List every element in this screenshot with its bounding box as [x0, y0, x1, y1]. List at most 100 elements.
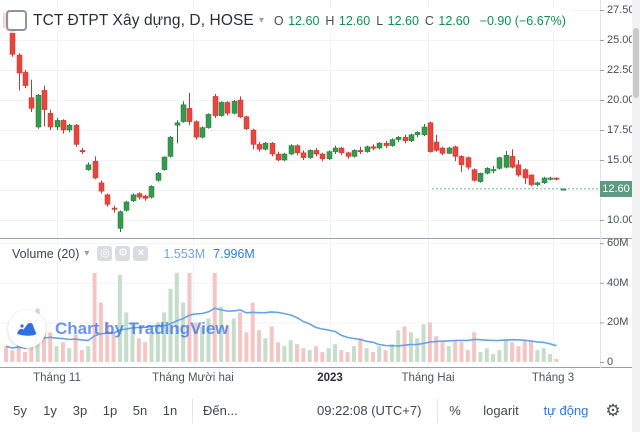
volume-bar: [73, 334, 78, 362]
volume-ma-value: 7.996M: [213, 246, 255, 261]
candle-body: [452, 146, 459, 157]
axis-label: 60M: [607, 237, 629, 250]
candle-body: [288, 145, 295, 155]
chevron-down-icon[interactable]: [259, 15, 264, 26]
watermark-text[interactable]: Chart by TradingView: [55, 319, 229, 338]
candle-body: [47, 112, 54, 128]
candle-body: [66, 124, 73, 131]
volume-bar: [92, 272, 97, 362]
volume-bar: [219, 306, 224, 362]
change-value: −0.90 (−6.67%): [479, 13, 566, 28]
range-button-3p[interactable]: 3p: [72, 403, 88, 418]
volume-bar: [155, 322, 160, 362]
candle-body: [522, 169, 529, 179]
scrollbar-thumb[interactable]: [633, 28, 639, 98]
low-label: L: [376, 13, 384, 28]
volume-bar: [257, 330, 262, 362]
symbol-title[interactable]: TCT ĐTPT Xây dựng, D, HOSE: [33, 11, 254, 29]
candle-body: [458, 156, 465, 166]
volume-bar: [238, 312, 243, 362]
candle-body: [421, 126, 428, 136]
candle-body: [446, 147, 453, 154]
volume-value: 1.553M: [163, 246, 206, 261]
tradingview-logo[interactable]: [8, 310, 46, 348]
candle-body: [490, 169, 497, 172]
volume-bar: [181, 302, 186, 362]
volume-bar: [548, 354, 553, 362]
auto-scale-button[interactable]: tự động: [543, 403, 589, 418]
range-button-5n[interactable]: 5n: [132, 403, 148, 418]
candle-body: [414, 132, 421, 136]
volume-bar: [351, 346, 356, 362]
candle-body: [167, 136, 174, 157]
candle-body: [338, 147, 345, 154]
candle-body: [22, 72, 29, 86]
last-price-badge: 12.60: [600, 181, 632, 197]
volume-bar: [320, 352, 325, 362]
volume-bar: [212, 272, 217, 362]
gear-icon[interactable]: [115, 246, 131, 261]
percent-scale-button[interactable]: %: [449, 403, 461, 418]
volume-bar: [377, 346, 382, 362]
goto-date-button[interactable]: Đến...: [203, 403, 238, 418]
volume-bar: [516, 346, 521, 362]
candle-body: [269, 142, 276, 155]
volume-bar: [98, 302, 103, 362]
price-axis[interactable]: 27.50 25.00 22.50 20.00 17.50 15.00 10.00 60M 40…: [600, 0, 635, 390]
candle-body: [243, 116, 250, 130]
log-scale-button[interactable]: logarit: [483, 403, 519, 418]
volume-bar: [307, 350, 312, 362]
candle-body: [300, 152, 307, 158]
volume-bar: [22, 352, 27, 362]
eye-icon[interactable]: [97, 246, 113, 261]
scrollbar[interactable]: [632, 0, 640, 432]
candle-body: [98, 182, 105, 192]
volume-bar: [48, 332, 53, 362]
range-button-1y[interactable]: 1y: [43, 403, 57, 418]
volume-bar: [67, 348, 72, 362]
volume-bar: [269, 326, 274, 362]
volume-bar: [130, 322, 135, 362]
volume-legend: Volume (20) 1.553M 7.996M: [8, 245, 259, 262]
clock-display[interactable]: 09:22:08 (UTC+7): [317, 403, 422, 418]
symbol-logo-icon: [6, 10, 27, 31]
candle-body: [307, 150, 314, 158]
candle-body: [180, 104, 187, 122]
candle-body: [16, 54, 23, 74]
volume-bar: [187, 272, 192, 362]
candle-body: [117, 211, 124, 229]
range-button-1n[interactable]: 1n: [162, 403, 178, 418]
candle-body: [370, 146, 377, 149]
volume-bar: [402, 326, 407, 362]
candle-body: [199, 127, 206, 138]
candle-body: [237, 99, 244, 118]
candle-body: [509, 156, 516, 168]
volume-bar: [86, 346, 91, 362]
candle-body: [477, 172, 484, 182]
candle-body: [136, 193, 143, 198]
range-button-1p[interactable]: 1p: [102, 403, 118, 418]
time-axis-label: Tháng 11: [33, 372, 81, 384]
volume-bar: [4, 346, 8, 362]
time-axis[interactable]: Tháng 11 Tháng Mười hai 2023 Tháng Hai Tháng…: [0, 368, 632, 390]
ohlc-legend: O 12.60 H 12.60 L 12.60 C 12.60 −0.90 (−…: [274, 14, 566, 28]
candle-body: [142, 195, 149, 199]
candle-body: [79, 150, 86, 153]
candle-body: [155, 172, 162, 181]
volume-bar: [143, 342, 148, 362]
close-icon[interactable]: [133, 246, 149, 261]
volume-indicator-label[interactable]: Volume (20): [12, 246, 80, 261]
candle-body: [250, 129, 257, 145]
low-value: 12.60: [387, 13, 419, 28]
chevron-down-icon[interactable]: [84, 248, 89, 259]
time-axis-label: 2023: [317, 372, 343, 384]
volume-bar: [41, 326, 46, 362]
volume-bar: [510, 342, 515, 362]
range-button-5y[interactable]: 5y: [13, 403, 27, 418]
settings-gear-icon[interactable]: ⚙: [605, 401, 621, 420]
candle-body: [313, 150, 320, 155]
volume-bar: [301, 348, 306, 362]
candle-body: [130, 194, 137, 202]
axis-label: 10.00: [607, 214, 635, 226]
candle-body: [484, 168, 491, 174]
